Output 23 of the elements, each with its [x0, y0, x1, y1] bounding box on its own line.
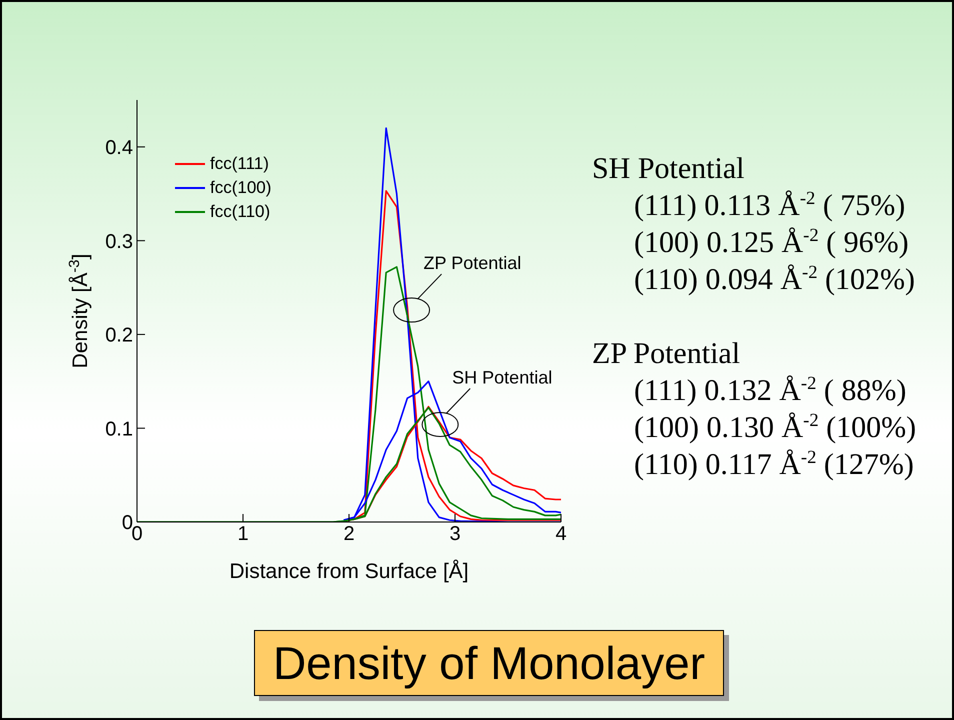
text: (111) 0.113 Å$^{-2}$ ( 75%) — [633, 187, 906, 224]
text: (100) 0.130 Å$^{-2}$ (100%) — [633, 409, 916, 446]
x-tick-label: 2 — [343, 523, 355, 546]
legend-label: fcc(100) — [210, 177, 272, 199]
x-axis-title: Distance from Surface [Å] — [229, 559, 469, 583]
annotation: ZP Potential — [424, 253, 522, 274]
y-tick-label: 0.1 — [105, 418, 133, 440]
text: Density of Monolayer — [254, 630, 724, 696]
legend-label: fcc(110) — [210, 201, 270, 223]
text: SH Potential — [592, 151, 746, 187]
y-tick-label: 0.4 — [105, 136, 133, 159]
text: (110) 0.117 Å$^{-2}$ (127%) — [633, 446, 915, 483]
y-tick-label: 0.2 — [105, 324, 133, 347]
x-tick-label: 3 — [449, 523, 461, 546]
text: (110) 0.094 Å$^{-2}$ (102%) — [633, 261, 916, 298]
x-tick-label: 1 — [237, 523, 249, 546]
text: (100) 0.125 Å$^{-2}$ ( 96%) — [633, 224, 910, 261]
text: (111) 0.132 Å$^{-2}$ ( 88%) — [633, 372, 908, 409]
text: ZP Potential — [592, 336, 742, 372]
y-tick-label: 0.3 — [105, 230, 133, 253]
x-tick-label: 4 — [555, 523, 567, 546]
annotation: SH Potential — [452, 367, 552, 388]
legend-label: fcc(111) — [210, 153, 269, 175]
